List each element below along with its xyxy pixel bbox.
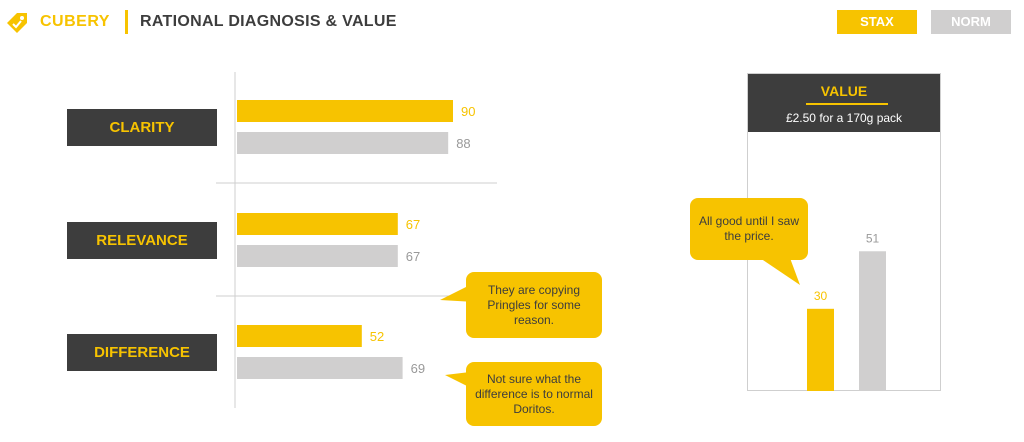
page-title: RATIONAL DIAGNOSIS & VALUE xyxy=(140,13,397,30)
category-label-clarity: CLARITY xyxy=(67,109,217,146)
bar-relevance-norm xyxy=(237,245,398,267)
brand-name: CUBERY xyxy=(40,13,110,30)
bar-difference-stax xyxy=(237,325,362,347)
data-label-clarity-stax: 90 xyxy=(461,104,475,119)
data-label-value-stax: 30 xyxy=(814,289,828,303)
bar-value-stax xyxy=(807,308,834,391)
bar-relevance-stax xyxy=(237,213,398,235)
category-label-relevance: RELEVANCE xyxy=(67,222,217,259)
bar-difference-norm xyxy=(237,357,403,379)
callout-pointer-price xyxy=(760,258,800,285)
data-label-relevance-stax: 67 xyxy=(406,217,420,232)
callout-pringles: They are copying Pringles for some reaso… xyxy=(466,272,602,338)
data-label-value-norm: 51 xyxy=(866,231,880,245)
header-divider xyxy=(125,10,128,34)
callout-price: All good until I saw the price. xyxy=(690,198,808,260)
bar-value-norm xyxy=(859,251,886,391)
legend-stax-button[interactable]: STAX xyxy=(837,10,917,34)
value-subtitle: £2.50 for a 170g pack xyxy=(785,111,903,125)
category-label-difference: DIFFERENCE xyxy=(67,334,217,371)
data-label-clarity-norm: 88 xyxy=(456,136,470,151)
data-label-difference-norm: 69 xyxy=(411,361,425,376)
value-title-underline xyxy=(806,103,888,105)
callout-doritos: Not sure what the difference is to norma… xyxy=(466,362,602,426)
bar-clarity-norm xyxy=(237,132,449,154)
tag-icon xyxy=(7,13,27,33)
data-label-relevance-norm: 67 xyxy=(406,249,420,264)
value-header: VALUE £2.50 for a 170g pack xyxy=(748,74,940,132)
value-title: VALUE xyxy=(820,83,868,99)
legend-norm-button[interactable]: NORM xyxy=(931,10,1011,34)
data-label-difference-stax: 52 xyxy=(370,329,384,344)
bar-clarity-stax xyxy=(237,100,453,122)
value-panel: VALUE £2.50 for a 170g pack xyxy=(747,73,941,391)
